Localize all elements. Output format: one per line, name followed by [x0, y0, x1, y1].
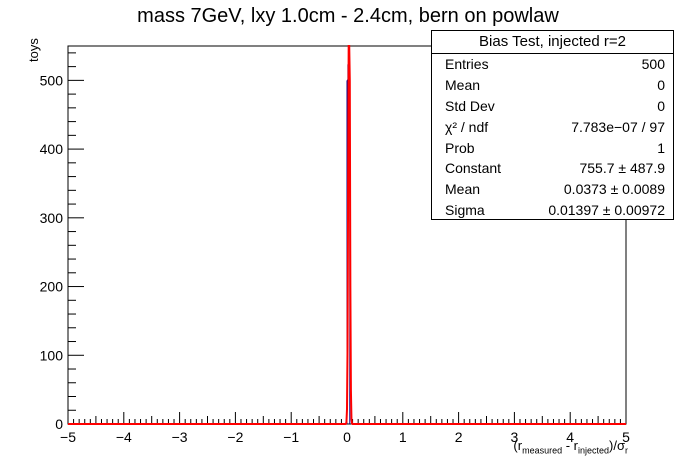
stats-row: Prob 1: [432, 138, 673, 159]
y-tick-label: 500: [40, 72, 64, 88]
x-tick-label: −2: [227, 429, 243, 445]
x-tick-label: −4: [116, 429, 132, 445]
stats-row: χ² / ndf 7.783e−07 / 97: [432, 117, 673, 138]
stats-label: Std Dev: [445, 97, 495, 114]
x-tick-label: 2: [455, 429, 463, 445]
stats-label: Entries: [445, 56, 489, 72]
y-tick-label: 200: [40, 279, 64, 295]
x-tick-label: −3: [172, 429, 188, 445]
stats-label: Constant: [445, 160, 502, 177]
fit-curve: [68, 45, 626, 425]
x-tick-label: 0: [343, 429, 351, 445]
x-tick-label: −5: [60, 429, 76, 445]
y-tick-label: 0: [55, 416, 63, 432]
stats-box: Bias Test, injected r=2 Entries 500 Mean 0 S…: [431, 30, 674, 220]
stats-value: 7.783e−07 / 97: [571, 118, 665, 135]
stats-row: Std Dev 0: [432, 96, 673, 117]
x-tick-label: 5: [622, 429, 630, 445]
stats-value: 1: [657, 139, 665, 156]
stats-value: 0: [657, 76, 665, 93]
stats-row: Mean 0.0373 ± 0.0089: [432, 179, 673, 200]
y-tick-label: 400: [40, 141, 64, 157]
stats-row: Mean 0: [432, 75, 673, 96]
x-axis-label: (rmeasured - rinjected)/σr: [513, 438, 628, 456]
stats-label: Sigma: [445, 202, 485, 219]
x-tick-label: 4: [566, 429, 574, 445]
stats-value: 500: [641, 56, 665, 72]
y-tick-label: 300: [40, 210, 64, 226]
stats-title: Bias Test, injected r=2: [432, 31, 673, 54]
stats-value: 755.7 ± 487.9: [579, 160, 665, 177]
stats-row: Sigma 0.01397 ± 0.00972: [432, 200, 673, 221]
chart-title: mass 7GeV, lxy 1.0cm - 2.4cm, bern on po…: [137, 5, 559, 27]
x-tick-label: 3: [511, 429, 519, 445]
stats-value: 0.01397 ± 0.00972: [548, 202, 665, 219]
stats-label: χ² / ndf: [445, 118, 489, 135]
stats-value: 0: [657, 97, 665, 114]
stats-label: Prob: [445, 139, 475, 156]
x-tick-label: 1: [399, 429, 407, 445]
x-tick-label: −1: [283, 429, 299, 445]
stats-value: 0.0373 ± 0.0089: [563, 181, 665, 198]
y-tick-label: 100: [40, 347, 64, 363]
stats-row: Constant 755.7 ± 487.9: [432, 158, 673, 179]
stats-label: Mean: [445, 181, 481, 198]
stats-label: Mean: [445, 76, 481, 93]
stats-row: Entries 500: [432, 54, 673, 75]
